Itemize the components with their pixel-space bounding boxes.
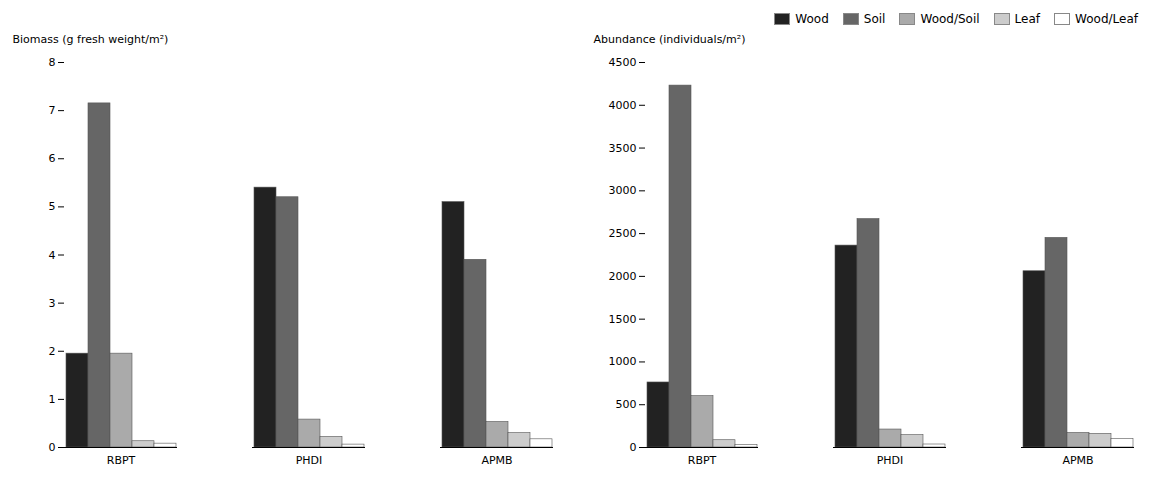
svg-text:7: 7 [49, 104, 56, 117]
svg-text:2: 2 [49, 345, 56, 358]
svg-text:3500: 3500 [609, 142, 637, 155]
svg-text:4: 4 [49, 249, 56, 262]
svg-text:0: 0 [630, 441, 637, 454]
svg-text:Biomass (g fresh weight/m²): Biomass (g fresh weight/m²) [13, 33, 169, 46]
svg-text:1500: 1500 [609, 313, 637, 326]
svg-text:APMB: APMB [1062, 454, 1093, 467]
svg-text:1: 1 [49, 393, 56, 406]
svg-text:4000: 4000 [609, 99, 637, 112]
html-text:Wood: Wood [795, 12, 829, 26]
svg-text:4500: 4500 [609, 56, 637, 69]
svg-text:5: 5 [49, 200, 56, 213]
svg-text:RBPT: RBPT [107, 454, 136, 467]
svg-text:8: 8 [49, 56, 56, 69]
svg-text:0: 0 [49, 441, 56, 454]
html-text:Leaf: Leaf [1014, 12, 1040, 26]
svg-text:6: 6 [49, 152, 56, 165]
svg-text:2500: 2500 [609, 227, 637, 240]
html-text:Soil: Soil [863, 12, 886, 26]
svg-text:PHDI: PHDI [296, 454, 323, 467]
svg-text:500: 500 [616, 398, 637, 411]
svg-text:3000: 3000 [609, 184, 637, 197]
svg-text:APMB: APMB [481, 454, 512, 467]
html-text:Wood/Leaf: Wood/Leaf [1075, 12, 1138, 26]
svg-text:1000: 1000 [609, 355, 637, 368]
svg-text:3: 3 [49, 297, 56, 310]
svg-text:2000: 2000 [609, 270, 637, 283]
svg-text:Abundance (individuals/m²): Abundance (individuals/m²) [594, 33, 746, 46]
svg-text:PHDI: PHDI [877, 454, 904, 467]
html-text:Wood/Soil: Wood/Soil [920, 12, 980, 26]
svg-text:RBPT: RBPT [688, 454, 717, 467]
